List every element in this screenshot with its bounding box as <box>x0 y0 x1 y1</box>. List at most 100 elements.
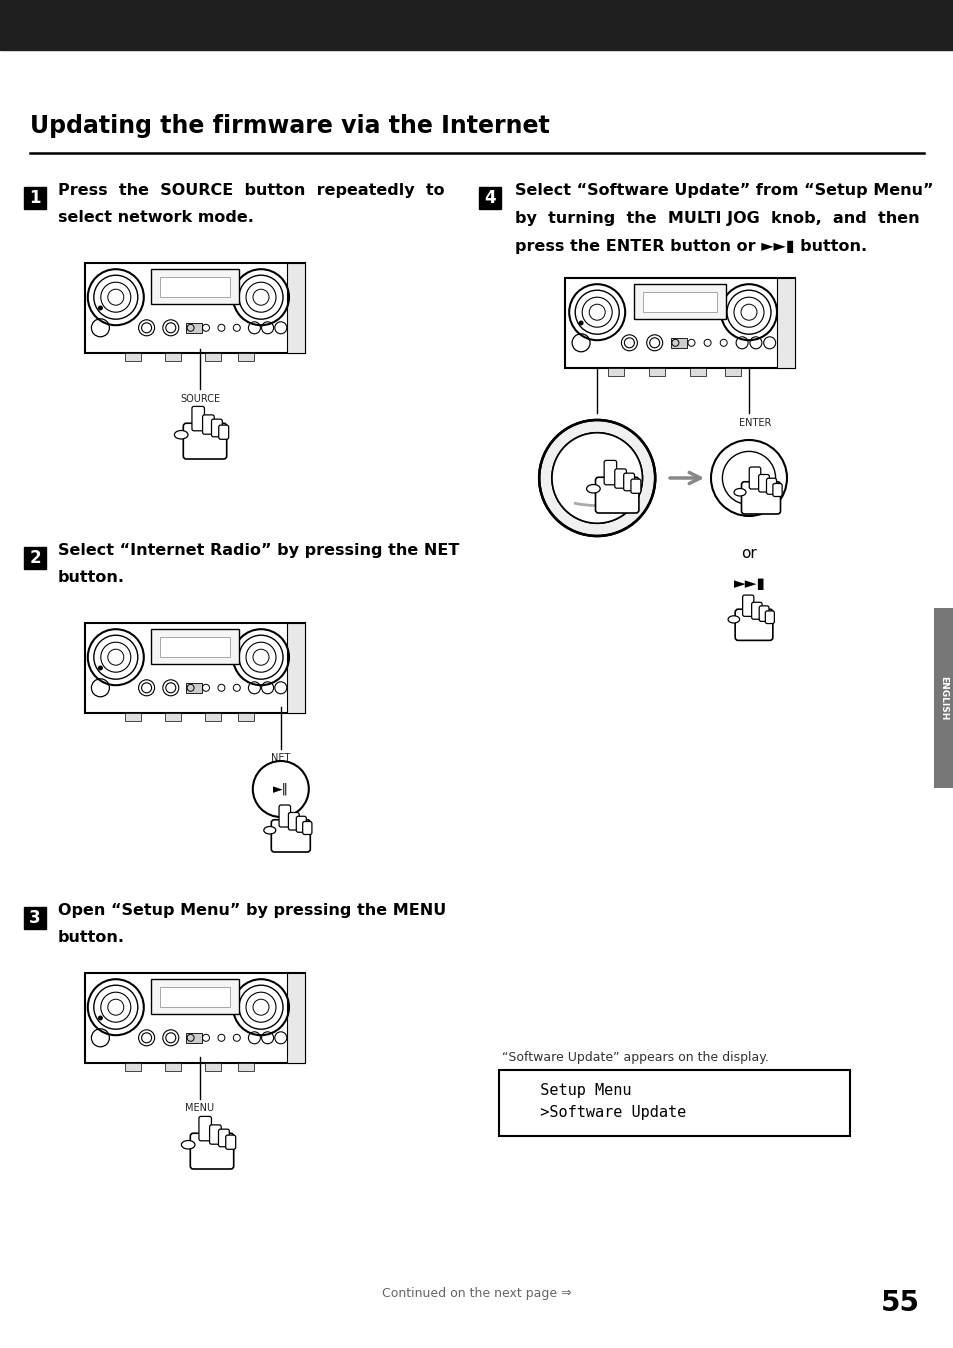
Text: 3: 3 <box>30 909 41 927</box>
Bar <box>237 353 253 361</box>
Circle shape <box>98 666 103 670</box>
Bar <box>478 187 500 209</box>
Bar <box>186 683 201 693</box>
Bar <box>24 907 46 929</box>
Bar <box>160 278 230 297</box>
Text: ENGLISH: ENGLISH <box>939 675 947 720</box>
Text: NET: NET <box>271 754 290 763</box>
FancyBboxPatch shape <box>288 813 299 830</box>
FancyBboxPatch shape <box>498 1070 849 1136</box>
Bar <box>204 713 220 721</box>
FancyBboxPatch shape <box>758 474 768 492</box>
Circle shape <box>538 421 655 537</box>
Bar <box>287 623 305 713</box>
Ellipse shape <box>733 488 745 496</box>
Ellipse shape <box>174 430 188 439</box>
Bar <box>165 353 181 361</box>
Text: Updating the firmware via the Internet: Updating the firmware via the Internet <box>30 115 549 137</box>
FancyBboxPatch shape <box>212 419 222 437</box>
Bar <box>85 973 305 1064</box>
Text: ►‖: ►‖ <box>273 782 289 795</box>
FancyBboxPatch shape <box>218 1130 229 1147</box>
Bar <box>24 187 46 209</box>
Text: ENTER: ENTER <box>739 418 771 429</box>
FancyBboxPatch shape <box>614 469 626 488</box>
Circle shape <box>578 321 583 325</box>
Bar <box>204 353 220 361</box>
Bar <box>165 713 181 721</box>
FancyBboxPatch shape <box>748 466 760 489</box>
Bar <box>0 0 953 50</box>
FancyBboxPatch shape <box>764 611 774 624</box>
FancyBboxPatch shape <box>623 473 634 491</box>
FancyBboxPatch shape <box>603 461 616 485</box>
Text: MENU: MENU <box>185 1103 214 1113</box>
Bar <box>648 368 664 376</box>
Bar <box>287 973 305 1064</box>
FancyBboxPatch shape <box>296 817 306 832</box>
FancyBboxPatch shape <box>210 1124 221 1144</box>
Bar <box>85 263 305 353</box>
Text: by  turning  the  MULTI JOG  knob,  and  then: by turning the MULTI JOG knob, and then <box>515 210 919 225</box>
Text: or: or <box>740 546 756 561</box>
Text: Select “Internet Radio” by pressing the NET: Select “Internet Radio” by pressing the … <box>58 542 459 558</box>
Bar <box>160 638 230 658</box>
Ellipse shape <box>586 484 599 493</box>
FancyBboxPatch shape <box>279 805 291 828</box>
FancyBboxPatch shape <box>735 609 772 640</box>
Bar <box>160 987 230 1007</box>
FancyBboxPatch shape <box>741 594 753 616</box>
Circle shape <box>552 433 641 523</box>
Text: Select “Software Update” from “Setup Menu”: Select “Software Update” from “Setup Men… <box>515 182 933 198</box>
FancyBboxPatch shape <box>751 603 761 619</box>
Bar <box>287 263 305 353</box>
Text: Setup Menu: Setup Menu <box>521 1082 631 1097</box>
Text: 55: 55 <box>880 1289 919 1317</box>
Bar <box>151 630 239 663</box>
Bar <box>24 547 46 569</box>
FancyBboxPatch shape <box>218 425 229 439</box>
FancyBboxPatch shape <box>226 1135 235 1150</box>
Text: press the ENTER button or ►►▮ button.: press the ENTER button or ►►▮ button. <box>515 239 866 253</box>
Bar <box>125 713 141 721</box>
Bar <box>670 338 686 348</box>
Bar <box>204 1064 220 1072</box>
Bar <box>564 278 794 368</box>
Bar <box>933 608 953 789</box>
FancyBboxPatch shape <box>772 484 781 496</box>
FancyBboxPatch shape <box>740 481 780 514</box>
Text: select network mode.: select network mode. <box>58 210 253 225</box>
Text: 4: 4 <box>484 189 496 208</box>
Bar <box>776 278 794 368</box>
Bar <box>151 979 239 1014</box>
Circle shape <box>531 412 662 545</box>
Text: >Software Update: >Software Update <box>521 1105 685 1120</box>
Ellipse shape <box>727 616 739 623</box>
Bar <box>186 322 201 333</box>
Text: button.: button. <box>58 930 125 945</box>
Text: Press  the  SOURCE  button  repeatedly  to: Press the SOURCE button repeatedly to <box>58 182 444 198</box>
Bar <box>634 284 725 318</box>
Bar <box>237 713 253 721</box>
Text: Open “Setup Menu” by pressing the MENU: Open “Setup Menu” by pressing the MENU <box>58 903 446 918</box>
Text: “Software Update” appears on the display.: “Software Update” appears on the display… <box>501 1051 768 1065</box>
Text: 2: 2 <box>30 549 41 568</box>
FancyBboxPatch shape <box>199 1116 212 1140</box>
Bar <box>85 623 305 713</box>
Circle shape <box>98 1015 103 1020</box>
Ellipse shape <box>264 826 275 834</box>
Bar <box>165 1064 181 1072</box>
Bar <box>125 1064 141 1072</box>
Bar <box>607 368 623 376</box>
Text: Continued on the next page ⇒: Continued on the next page ⇒ <box>382 1286 571 1299</box>
Text: button.: button. <box>58 570 125 585</box>
FancyBboxPatch shape <box>190 1134 233 1169</box>
FancyBboxPatch shape <box>595 477 639 514</box>
Text: MULTI JOG: MULTI JOG <box>577 418 626 429</box>
Text: ►►▮: ►►▮ <box>733 576 765 590</box>
FancyBboxPatch shape <box>202 415 214 434</box>
Bar <box>724 368 740 376</box>
Bar <box>186 1033 201 1043</box>
Ellipse shape <box>181 1140 194 1148</box>
FancyBboxPatch shape <box>183 423 227 460</box>
